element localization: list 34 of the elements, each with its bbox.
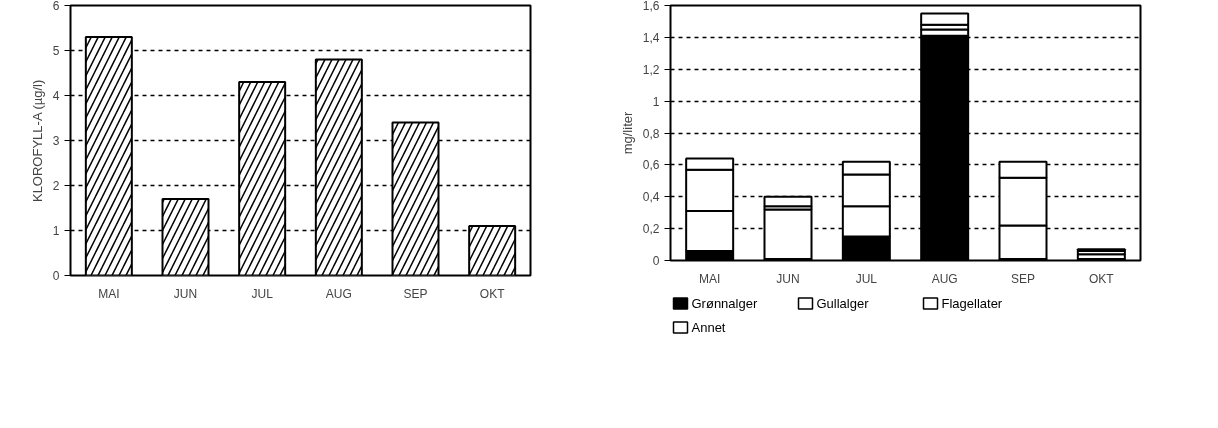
y-tick-label: 6 (52, 0, 60, 13)
legend-label: Grønnalger (691, 296, 758, 311)
y-tick-label: 4 (52, 89, 60, 103)
y-tick-label: 2 (52, 179, 60, 193)
x-tick-label: AUG (931, 271, 958, 286)
y-axis-title: mg/liter (619, 111, 635, 155)
y-axis-title: KLOROFYLL-A (µg/l) (29, 79, 45, 203)
y-tick-label: 3 (52, 134, 60, 148)
x-tick-label: AUG (325, 286, 352, 301)
legend-label: Gullalger (816, 296, 870, 311)
legend-label: Flagellater (941, 296, 1003, 311)
y-tick-label: 0,4 (642, 190, 660, 205)
y-tick-label: 1 (652, 94, 660, 109)
y-tick-label: 1 (52, 224, 60, 238)
x-tick-label: JUN (776, 271, 800, 286)
y-tick-label: 1,6 (642, 0, 660, 13)
y-tick-label: 0,8 (642, 126, 660, 141)
x-tick-label: SEP (1010, 271, 1036, 286)
y-tick-label: 0 (652, 254, 660, 268)
y-tick-label: 0,6 (642, 158, 660, 173)
x-tick-label: MAI (699, 271, 721, 286)
y-tick-label: 1,4 (642, 30, 660, 45)
y-tick-label: 1,2 (642, 62, 660, 77)
x-tick-label: OKT (479, 286, 506, 301)
x-tick-label: SEP (403, 286, 428, 301)
x-tick-label: JUL (855, 271, 878, 286)
x-tick-label: MAI (98, 286, 120, 301)
x-tick-label: JUN (173, 286, 198, 301)
y-tick-label: 5 (52, 44, 60, 58)
y-tick-label: 0,2 (642, 222, 660, 237)
x-tick-label: JUL (251, 286, 274, 301)
y-tick-label: 0 (52, 269, 60, 283)
legend-label: Annet (691, 320, 726, 335)
x-tick-label: OKT (1089, 271, 1115, 286)
